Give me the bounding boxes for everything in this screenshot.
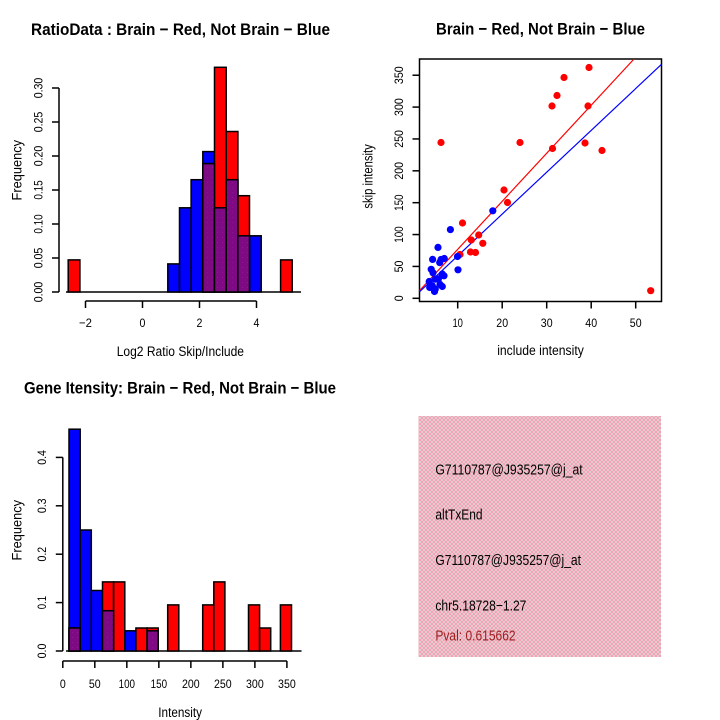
svg-text:skip intensity: skip intensity [361,144,376,209]
svg-text:100: 100 [119,677,136,691]
svg-text:0: 0 [60,677,66,691]
svg-text:350: 350 [392,66,406,84]
svg-text:300: 300 [246,677,264,691]
svg-text:50: 50 [89,677,101,691]
svg-text:350: 350 [278,677,296,691]
svg-text:0.2: 0.2 [35,547,49,562]
svg-text:G7110787@J935257@j_at: G7110787@J935257@j_at [435,552,581,569]
svg-text:0.30: 0.30 [32,78,46,99]
svg-text:0.10: 0.10 [32,214,46,233]
svg-text:4: 4 [254,316,260,330]
svg-text:Gene Itensity: Brain − Red, No: Gene Itensity: Brain − Red, Not Brain − … [24,378,336,397]
svg-text:−2: −2 [79,316,92,330]
svg-text:G7110787@J935257@j_at: G7110787@J935257@j_at [435,461,583,478]
svg-text:0: 0 [392,295,406,301]
svg-text:0.05: 0.05 [32,248,46,269]
svg-text:include intensity: include intensity [497,343,584,358]
svg-text:chr5.18728−1.27: chr5.18728−1.27 [435,597,526,614]
svg-text:0.25: 0.25 [32,112,46,133]
svg-text:250: 250 [214,677,232,691]
svg-text:Brain − Red, Not Brain − Blue: Brain − Red, Not Brain − Blue [436,20,645,39]
svg-text:0.0: 0.0 [35,644,49,659]
svg-text:Frequency: Frequency [10,500,25,561]
svg-text:altTxEnd: altTxEnd [435,507,482,524]
svg-text:40: 40 [585,316,597,330]
svg-text:150: 150 [392,194,406,211]
svg-text:250: 250 [392,130,406,148]
svg-text:Pval: 0.615662: Pval: 0.615662 [435,628,515,645]
svg-text:30: 30 [541,316,553,330]
svg-text:0.4: 0.4 [35,450,49,465]
svg-text:150: 150 [151,677,168,691]
svg-text:Intensity: Intensity [158,705,202,720]
svg-text:0.00: 0.00 [32,282,46,303]
svg-text:20: 20 [496,316,508,330]
svg-text:300: 300 [392,98,406,116]
svg-text:2: 2 [197,316,203,330]
svg-text:RatioData : Brain − Red, Not B: RatioData : Brain − Red, Not Brain − Blu… [31,20,330,39]
svg-text:0.3: 0.3 [35,498,49,513]
svg-text:0.1: 0.1 [35,596,49,610]
svg-text:Log2 Ratio Skip/Include: Log2 Ratio Skip/Include [117,344,244,359]
svg-text:0.15: 0.15 [32,180,46,199]
svg-text:200: 200 [392,162,406,180]
svg-text:50: 50 [630,316,642,330]
svg-text:Frequency: Frequency [10,140,25,201]
svg-text:100: 100 [392,226,406,243]
svg-text:10: 10 [452,316,463,330]
svg-text:0: 0 [140,316,146,330]
svg-text:200: 200 [182,677,200,691]
svg-text:50: 50 [392,260,406,272]
svg-text:0.20: 0.20 [32,146,46,167]
